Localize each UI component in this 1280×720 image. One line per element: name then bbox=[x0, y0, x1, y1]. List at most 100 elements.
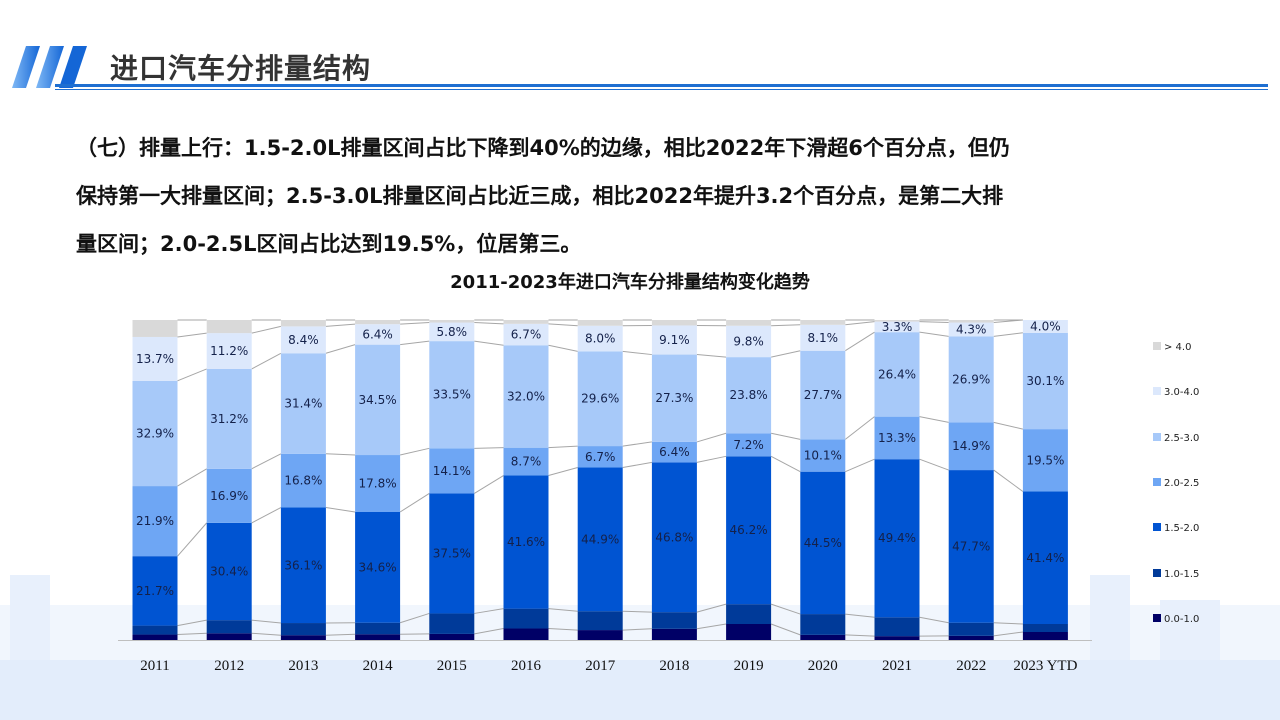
data-label: 32.0% bbox=[507, 389, 545, 403]
bar-segment-2_02_5 bbox=[429, 448, 475, 494]
bar-segment-2_53_0 bbox=[651, 354, 697, 442]
bar-segment-2_02_5 bbox=[726, 433, 772, 457]
legend-swatch bbox=[1153, 569, 1161, 577]
data-label: 41.6% bbox=[507, 535, 545, 549]
data-label: 16.8% bbox=[284, 474, 322, 488]
data-label: 36.1% bbox=[284, 558, 322, 572]
bar-segment-1_01_5 bbox=[355, 622, 401, 635]
series-connector-line bbox=[919, 458, 949, 471]
data-label: 46.8% bbox=[655, 530, 693, 544]
data-label: 4.0% bbox=[1030, 319, 1061, 333]
legend-label: 2.0-2.5 bbox=[1164, 478, 1199, 489]
bar-segment-4_0 bbox=[132, 320, 178, 337]
data-label: 30.4% bbox=[210, 565, 248, 579]
bar-segment-1_01_5 bbox=[503, 608, 549, 629]
bar-segment-2_02_5 bbox=[874, 416, 920, 460]
series-connector-line bbox=[696, 603, 727, 613]
bar-segment-1_52_0 bbox=[800, 471, 846, 615]
bar-segment-3_04_0 bbox=[355, 324, 401, 345]
series-connector-line bbox=[251, 507, 282, 524]
data-label: 13.7% bbox=[136, 352, 174, 366]
bar-segment-1_52_0 bbox=[132, 556, 178, 626]
series-connector-line bbox=[845, 458, 875, 473]
bar-segment-4_0 bbox=[874, 320, 920, 322]
bar-segment-0_01_0 bbox=[503, 628, 549, 640]
series-connector-line bbox=[845, 331, 875, 352]
bar-segment-0_01_0 bbox=[726, 624, 772, 640]
bar-segment-2_02_5 bbox=[132, 486, 178, 557]
bar-segment-1_52_0 bbox=[280, 507, 326, 624]
bar-segment-4_0 bbox=[577, 320, 623, 326]
x-tick-label: 2022 bbox=[956, 658, 986, 674]
series-connector-line bbox=[474, 608, 504, 614]
x-tick-label: 2015 bbox=[437, 658, 467, 674]
data-label: 16.9% bbox=[210, 489, 248, 503]
series-connector-line bbox=[548, 344, 578, 352]
series-connector-line bbox=[548, 445, 578, 449]
series-connector-line bbox=[845, 634, 875, 637]
data-label: 9.8% bbox=[733, 334, 764, 348]
data-label: 41.4% bbox=[1026, 551, 1064, 565]
bar-segment-1_52_0 bbox=[874, 459, 920, 618]
bar-segment-0_01_0 bbox=[280, 635, 326, 640]
data-label: 30.1% bbox=[1026, 374, 1064, 388]
legend-label: 3.0-4.0 bbox=[1164, 387, 1199, 398]
series-connector-line bbox=[177, 632, 207, 636]
bar-segment-2_02_5 bbox=[206, 468, 252, 523]
legend-swatch bbox=[1153, 523, 1161, 531]
series-connector-line bbox=[474, 322, 504, 325]
series-connector-line bbox=[993, 631, 1023, 637]
data-label: 27.7% bbox=[804, 388, 842, 402]
series-connector-line bbox=[177, 522, 208, 557]
bar-segment-2_02_5 bbox=[355, 455, 401, 512]
skyline-decoration bbox=[0, 660, 1280, 720]
series-connector-line bbox=[548, 323, 578, 327]
bar-segment-2_53_0 bbox=[280, 353, 326, 454]
bar-segment-1_01_5 bbox=[206, 620, 252, 634]
summary-line: （七）排量上行：1.5-2.0L排量区间占比下降到40%的边缘，相比2022年下… bbox=[76, 136, 1010, 160]
series-connector-line bbox=[844, 416, 875, 440]
data-label: 17.8% bbox=[359, 477, 397, 491]
bar-segment-4_0 bbox=[651, 320, 697, 326]
bar-segment-1_01_5 bbox=[651, 612, 697, 629]
bar-segment-2_53_0 bbox=[874, 332, 920, 417]
series-connector-line bbox=[325, 507, 356, 513]
bar-segment-3_04_0 bbox=[800, 324, 846, 351]
bar-segment-3_04_0 bbox=[503, 323, 549, 346]
series-connector-line bbox=[771, 324, 801, 327]
legend-label: 1.0-1.5 bbox=[1164, 569, 1199, 580]
bar-segment-1_52_0 bbox=[651, 462, 697, 613]
bar-segment-0_01_0 bbox=[132, 634, 178, 640]
summary-line: 量区间；2.0-2.5L区间占比达到19.5%，位居第三。 bbox=[76, 232, 582, 256]
bar-segment-4_0 bbox=[948, 320, 994, 323]
data-label: 4.3% bbox=[956, 322, 987, 336]
x-tick-label: 2018 bbox=[659, 658, 689, 674]
bar-segment-1_52_0 bbox=[726, 456, 772, 605]
bar-segment-4_0 bbox=[280, 320, 326, 327]
series-connector-line bbox=[919, 416, 949, 423]
series-connector-line bbox=[622, 610, 652, 613]
series-connector-line bbox=[770, 432, 801, 440]
legend-swatch bbox=[1153, 614, 1161, 622]
data-label: 6.4% bbox=[659, 445, 690, 459]
bar-segment-2_02_5 bbox=[948, 422, 994, 471]
series-connector-line bbox=[399, 447, 430, 456]
bar-segment-4_0 bbox=[206, 320, 252, 334]
data-label: 14.9% bbox=[952, 439, 990, 453]
series-connector-line bbox=[399, 612, 430, 624]
bar-segment-0_01_0 bbox=[577, 630, 623, 640]
legend-label: 1.5-2.0 bbox=[1164, 523, 1199, 534]
series-connector-line bbox=[400, 322, 430, 325]
bar-segment-2_53_0 bbox=[577, 351, 623, 447]
series-connector-line bbox=[993, 332, 1023, 337]
legend-label: > 4.0 bbox=[1164, 342, 1191, 353]
bar-segment-0_01_0 bbox=[429, 633, 475, 640]
data-label: 32.9% bbox=[136, 426, 174, 440]
data-label: 47.7% bbox=[952, 539, 990, 553]
data-label: 44.5% bbox=[804, 536, 842, 550]
bar-segment-1_52_0 bbox=[577, 467, 623, 612]
data-label: 26.4% bbox=[878, 367, 916, 381]
legend-swatch bbox=[1153, 433, 1161, 441]
series-connector-line bbox=[770, 455, 801, 473]
x-tick-label: 2021 bbox=[882, 658, 912, 674]
